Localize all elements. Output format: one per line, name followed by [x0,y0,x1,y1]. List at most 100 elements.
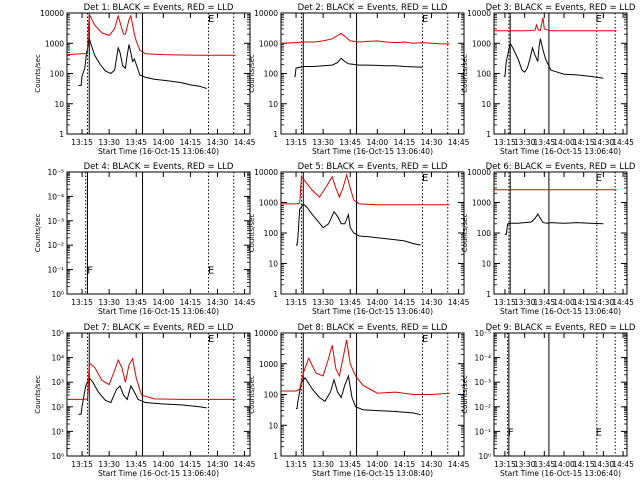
y-tick-label: 1000 [259,39,278,48]
y-tick-label: 10⁻² [47,241,64,250]
chart-title: Det 5: BLACK = Events, RED = LLD [298,162,448,172]
chart-title: Det 7: BLACK = Events, RED = LLD [84,323,234,333]
x-tick-label: 14:30 [421,138,443,147]
x-tick-label: 13:45 [125,138,147,147]
y-tick-label: 10⁵ [51,329,64,338]
marker-e: E [208,14,214,25]
x-tick-label: 13:15 [285,298,307,307]
x-tick-label: 13:45 [339,460,361,469]
plot-frame [66,332,251,457]
y-tick-label: 100 [264,229,279,238]
y-tick-label: 1 [486,290,491,299]
x-tick-label: 14:45 [234,460,256,469]
marker-e: E [422,14,428,25]
y-axis-label: Counts/sec [34,375,42,414]
y-tick-label: 1 [273,290,278,299]
y-tick-label: 10⁰ [478,452,491,461]
x-tick-label: 13:45 [534,138,556,147]
y-tick-label: 100 [477,70,492,79]
x-tick-label: 14:30 [207,460,229,469]
plot-frame [493,332,628,457]
x-tick-label: 14:45 [234,298,256,307]
y-tick-label: 10⁻⁵ [47,168,64,177]
x-tick-label: 14:00 [553,138,575,147]
x-tick-label: 14:45 [448,298,470,307]
chart-panel-det-4: Det 4: BLACK = Events, RED = LLD 13:15 13:… [34,162,256,316]
lld-series-line [281,339,450,395]
x-tick-label: 13:15 [71,298,93,307]
x-tick-label: 14:15 [180,298,202,307]
x-tick-label: 13:30 [98,138,120,147]
y-tick-label: 10⁻¹ [474,427,491,436]
marker-e: E [422,173,428,184]
x-tick-label: 13:15 [71,460,93,469]
events-series-line [296,374,421,416]
x-tick-label: 14:45 [612,298,634,307]
y-tick-label: 10 [268,260,278,269]
x-tick-label: 13:15 [494,138,516,147]
x-tick-label: 14:15 [394,298,416,307]
marker-e: E [208,334,214,345]
lld-series-line [494,17,617,32]
x-tick-label: 13:30 [98,460,120,469]
plot-frame [280,12,465,135]
x-tick-label: 13:30 [514,298,536,307]
marker-e: E [422,334,428,345]
marker-e: E [596,173,602,184]
y-tick-label: 10000 [254,168,278,177]
x-axis-label: Start Time (16-Oct-15 13:06:40) [312,147,433,156]
lld-series-line [280,32,450,45]
x-axis-label: Start Time (16-Oct-15 13:06:40) [312,307,433,316]
chart-panel-det-3: Det 3: BLACK = Events, RED = LLD13:1513:… [461,3,636,156]
plot-frame [66,12,251,135]
x-tick-label: 13:30 [312,138,334,147]
y-tick-label: 10 [481,100,491,109]
y-tick-label: 10000 [254,9,278,18]
x-tick-label: 13:15 [71,138,93,147]
lld-series-line [66,12,236,56]
x-tick-label: 14:45 [234,138,256,147]
x-tick-label: 14:30 [207,298,229,307]
y-tick-label: 100 [264,391,279,400]
y-axis-label: Counts/sec [461,214,469,253]
x-tick-label: 14:00 [153,460,175,469]
y-tick-label: 10 [268,100,278,109]
x-tick-label: 14:45 [612,138,634,147]
y-tick-label: 10⁻¹ [47,266,64,275]
y-tick-label: 1 [59,130,64,139]
chart-title: Det 3: BLACK = Events, RED = LLD [486,3,636,13]
x-tick-label: 14:15 [394,138,416,147]
x-tick-label: 14:30 [421,298,443,307]
chart-panel-det-5: Det 5: BLACK = Events, RED = LLD 13:15 13:… [248,162,470,316]
x-tick-label: 14:00 [367,138,389,147]
chart-title: Det 8: BLACK = Events, RED = LLD [298,323,448,333]
y-tick-label: 100 [477,229,492,238]
y-tick-label: 10⁻⁴ [47,192,64,201]
events-series-line [78,376,207,415]
x-tick-label: 14:30 [593,298,615,307]
chart-panel-det-7: Det 7: BLACK = Events, RED = LLD 13:15 13:… [34,323,256,478]
y-tick-label: 100 [50,70,65,79]
x-tick-label: 14:00 [153,298,175,307]
x-tick-label: 14:30 [207,138,229,147]
x-axis-label: Start Time (16-Oct-15 13:06:40) [500,147,621,156]
plot-frame [280,171,465,295]
x-tick-label: 14:30 [421,460,443,469]
y-tick-label: 10 [268,421,278,430]
y-tick-label: 1 [486,130,491,139]
x-tick-label: 13:30 [514,138,536,147]
y-tick-label: 1 [273,130,278,139]
x-tick-label: 13:45 [339,298,361,307]
marker-e: E [596,14,602,25]
y-tick-label: 10000 [40,9,64,18]
x-tick-label: 14:30 [593,460,615,469]
x-axis-label: Start Time (16-Oct-15 13:08:40) [312,469,433,478]
x-tick-label: 14:00 [553,298,575,307]
marker-f: F [508,427,514,438]
x-axis-label: Start Time (16-Oct-15 13:06:40) [98,307,219,316]
x-axis-label: Start Time (16-Oct-15 13:06:40) [500,469,621,478]
y-tick-label: 10³ [51,378,64,387]
x-tick-label: 14:15 [180,460,202,469]
chart-title: Det 2: BLACK = Events, RED = LLD [298,3,448,13]
